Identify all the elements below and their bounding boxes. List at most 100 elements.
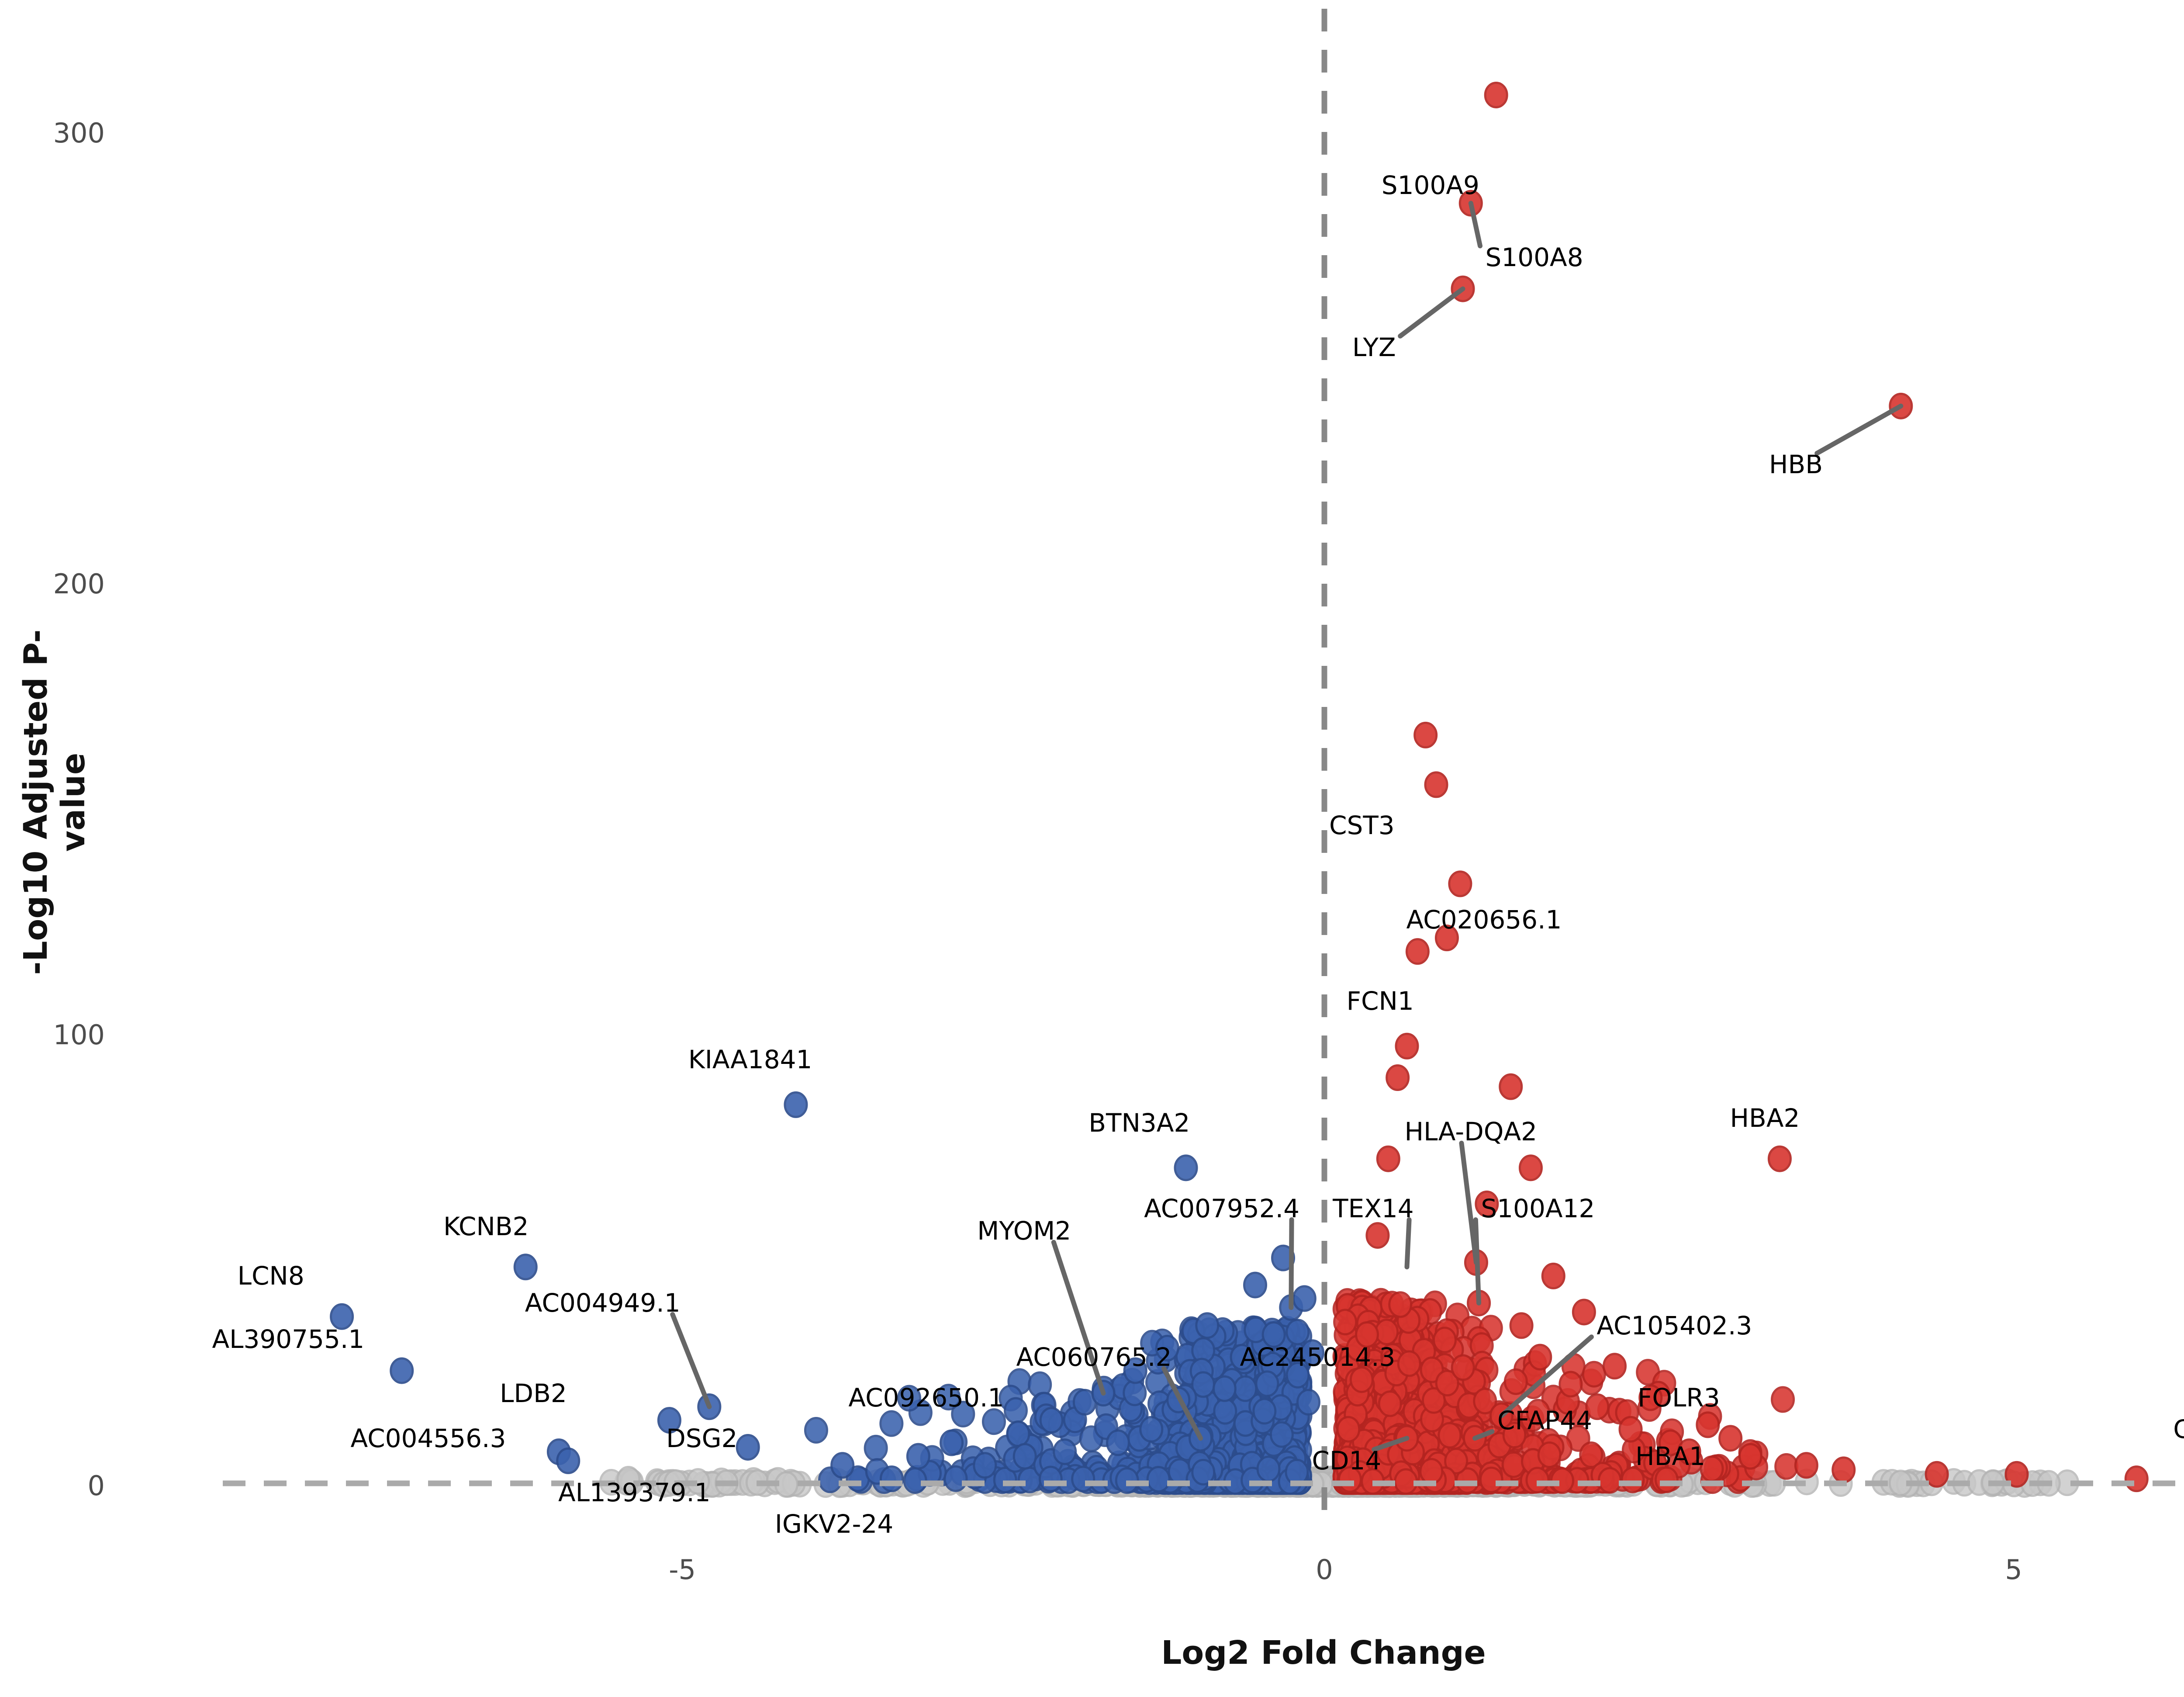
gene-label: AC060765.2: [1016, 1342, 1172, 1372]
gene-label: TEX14: [1333, 1193, 1414, 1223]
x-axis-label: Log2 Fold Change: [1161, 1634, 1486, 1672]
gene-label: HBA1: [1635, 1441, 1706, 1472]
scatter-point: [1123, 1379, 1147, 1406]
gene-label: CLLU1OS: [2173, 1414, 2184, 1444]
scatter-point: [1003, 1397, 1028, 1424]
scatter-point: [940, 1429, 964, 1456]
gene-label: AC105402.3: [1597, 1310, 1752, 1340]
scatter-point: [1518, 1154, 1543, 1181]
scatter-point: [864, 1434, 888, 1461]
label-leader-line: [670, 1312, 712, 1410]
label-leader-line: [1459, 1140, 1479, 1265]
scatter-point: [804, 1416, 828, 1444]
gene-label: AC007952.4: [1144, 1193, 1299, 1223]
gene-label: S100A8: [1485, 242, 1583, 272]
scatter-point: [1794, 1452, 1818, 1479]
scatter-point: [1771, 1386, 1795, 1413]
scatter-point: [1336, 1416, 1361, 1443]
gene-label: CD14: [1312, 1446, 1382, 1476]
scatter-point: [1395, 1032, 1419, 1060]
scatter-point: [1212, 1375, 1237, 1402]
scatter-point: [1375, 1318, 1399, 1345]
scatter-point: [1602, 1353, 1627, 1380]
scatter-point: [1618, 1416, 1643, 1443]
gene-label: LYZ: [1352, 332, 1396, 363]
scatter-point: [1397, 1350, 1421, 1377]
scatter-point: [1559, 1371, 1583, 1398]
scatter-point: [1039, 1407, 1064, 1434]
scatter-point: [1525, 1467, 1550, 1494]
scatter-point: [1233, 1375, 1258, 1402]
scatter-point: [1213, 1398, 1237, 1425]
label-leader-line: [1398, 286, 1465, 339]
gene-label: AL139379.1: [558, 1477, 711, 1507]
scatter-point: [1106, 1429, 1130, 1456]
scatter-point: [1479, 1466, 1503, 1493]
scatter-point: [1774, 1453, 1799, 1480]
scatter-point: [1243, 1271, 1268, 1299]
scatter-point: [784, 1091, 808, 1118]
gene-label: AC020656.1: [1406, 905, 1562, 935]
scatter-point: [1195, 1312, 1220, 1339]
label-leader-line: [1404, 1217, 1412, 1270]
scatter-point: [1499, 1073, 1523, 1100]
gene-label: AC245014.3: [1240, 1342, 1396, 1372]
gene-label: AC004556.3: [350, 1423, 506, 1453]
y-axis-label: -Log10 Adjusted P-value: [17, 629, 92, 975]
scatter-point: [1071, 1465, 1095, 1493]
scatter-point: [1537, 1441, 1562, 1468]
gene-label: KCNB2: [443, 1211, 529, 1241]
scatter-point: [1438, 1422, 1462, 1449]
label-leader-line: [1473, 1217, 1482, 1306]
gene-label: CST3: [1329, 810, 1395, 840]
scatter-point: [1256, 1455, 1281, 1482]
scatter-point: [830, 1452, 855, 1479]
scatter-point: [1013, 1443, 1037, 1470]
scatter-point: [943, 1465, 968, 1492]
scatter-point: [556, 1447, 581, 1474]
x-tick-neg5: -5: [669, 1554, 696, 1586]
y-tick-100: 100: [53, 1019, 105, 1051]
scatter-point: [1424, 771, 1448, 798]
gene-label: HBA2: [1730, 1103, 1800, 1133]
gene-label: IGKV2-24: [774, 1509, 894, 1539]
scatter-point: [1654, 1466, 1679, 1493]
gene-label: HLA-DQA2: [1404, 1117, 1538, 1147]
scatter-point: [879, 1465, 904, 1493]
scatter-point: [1269, 1421, 1294, 1448]
label-leader-line: [1814, 403, 1904, 456]
scatter-point: [1541, 1262, 1565, 1289]
scatter-point: [1174, 1154, 1198, 1181]
scatter-point: [1405, 938, 1430, 965]
gene-label: AC092650.1: [848, 1382, 1004, 1413]
scatter-point: [1413, 721, 1438, 748]
scatter-point: [906, 1443, 930, 1470]
scatter-point: [390, 1357, 414, 1384]
scatter-point: [1006, 1420, 1030, 1448]
scatter-point: [1501, 1451, 1526, 1478]
gene-label: FCN1: [1346, 986, 1414, 1016]
x-tick-0: 0: [1316, 1554, 1333, 1586]
scatter-point: [513, 1254, 538, 1281]
gene-label: MYOM2: [977, 1216, 1071, 1246]
scatter-point: [1376, 1145, 1400, 1172]
gene-label: AC004949.1: [525, 1288, 681, 1318]
gene-label: KIAA1841: [688, 1045, 812, 1075]
gene-label: LCN8: [237, 1261, 304, 1291]
scatter-point: [973, 1452, 997, 1479]
scatter-point: [1597, 1467, 1622, 1494]
scatter-point: [1146, 1465, 1171, 1493]
scatter-point: [1255, 1370, 1279, 1397]
gene-label: CFAP44: [1497, 1405, 1592, 1435]
scatter-point: [1621, 1466, 1645, 1493]
scatter-point: [1582, 1361, 1606, 1388]
scatter-point: [2124, 1465, 2149, 1493]
scatter-point: [1296, 1389, 1320, 1416]
scatter-point: [879, 1410, 904, 1437]
scatter-point: [1832, 1456, 1856, 1483]
gene-label: S100A12: [1481, 1193, 1595, 1223]
scatter-point: [1503, 1368, 1528, 1395]
label-leader-line: [1289, 1217, 1294, 1310]
